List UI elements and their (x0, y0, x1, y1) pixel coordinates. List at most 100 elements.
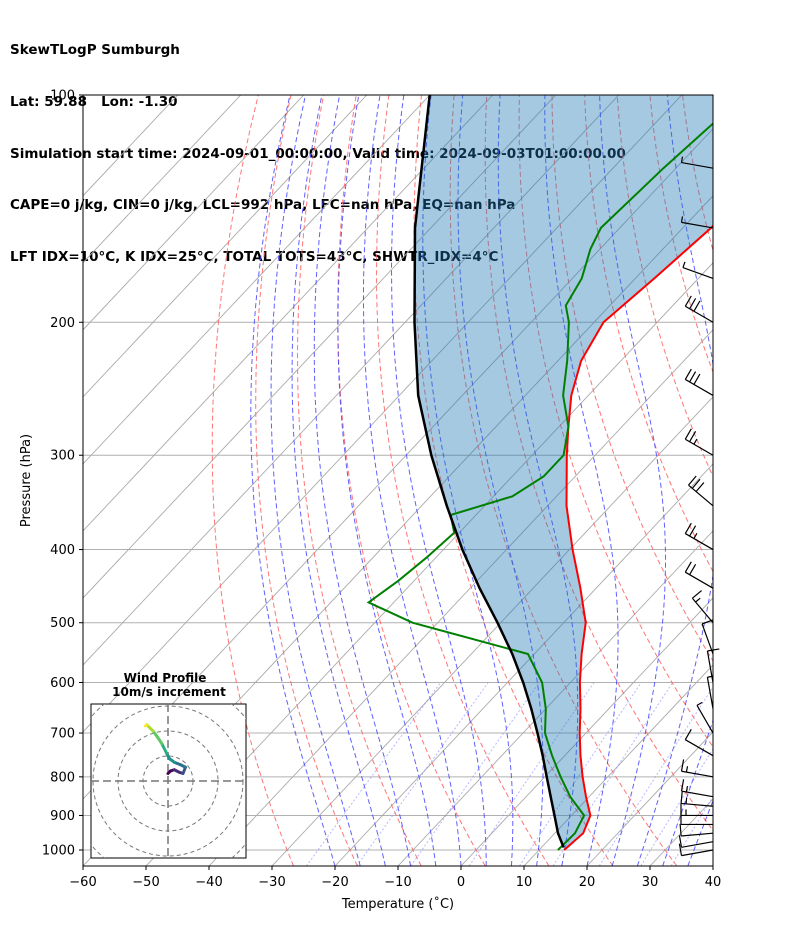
y-tick-label: 500 (50, 616, 75, 631)
x-tick-label: 30 (642, 875, 659, 890)
hodograph-subtitle: 10m/s increment (112, 685, 226, 699)
wind-barb (680, 779, 714, 798)
isotherm-line (83, 95, 242, 264)
hodograph-title: Wind Profile (124, 671, 207, 685)
wind-barb (691, 590, 714, 624)
wind-barb-shaft (681, 841, 714, 848)
wind-barb-shaft (681, 221, 714, 229)
wind-barb-flag (684, 368, 692, 380)
hodograph-segment (160, 742, 169, 755)
hodograph-segment (144, 723, 149, 728)
isotherm-line (83, 95, 368, 398)
moist-adiabat (363, 95, 462, 866)
temperature-profile (563, 224, 713, 851)
moist-adiabat (636, 95, 713, 866)
chart-title-block: SkewTLogP Sumburgh Lat: 59.88 Lon: -1.30… (10, 8, 626, 283)
x-tick-label: 10 (516, 875, 533, 890)
wind-barb-flag (693, 300, 701, 312)
wind-barb-shaft (691, 597, 714, 624)
wind-barb (684, 428, 714, 456)
wind-barb (680, 156, 714, 169)
wind-barb (680, 216, 714, 229)
wind-barb-flag (684, 295, 692, 307)
x-tick-label: 0 (457, 875, 465, 890)
hodograph-segment (155, 734, 164, 745)
mixing-ratio-line (468, 682, 595, 866)
x-axis-label: Temperature (˚C) (341, 896, 454, 912)
wind-barb-shaft (681, 849, 714, 857)
wind-barb (684, 368, 714, 396)
moist-adiabat (687, 799, 713, 866)
wind-barb (680, 791, 714, 807)
dry-adiabat (715, 95, 794, 866)
dry-adiabat (780, 95, 794, 866)
wind-barb-half-flag (680, 156, 684, 163)
moist-adiabat (457, 95, 544, 866)
y-tick-label: 900 (50, 809, 75, 824)
dry-adiabat (682, 95, 713, 253)
wind-barb (678, 843, 714, 857)
wind-barb-flag (684, 728, 692, 740)
isotherm-line (83, 95, 431, 465)
wind-barb-shaft (706, 650, 714, 683)
wind-barb-half-flag (693, 533, 698, 539)
y-tick-label: 1000 (42, 844, 75, 859)
moist-adiabat (337, 95, 437, 866)
parcel-profile (413, 95, 565, 848)
wind-barb (682, 261, 714, 280)
dry-adiabat (649, 95, 713, 374)
mixing-ratio-line (640, 747, 713, 866)
dry-adiabat (413, 95, 614, 866)
wind-barb-flag (695, 482, 705, 493)
wind-barb-shaft (682, 267, 714, 280)
isotherm-line (397, 530, 713, 866)
dry-adiabat (748, 95, 794, 866)
wind-barb (678, 835, 714, 848)
moist-adiabat (270, 95, 361, 866)
wind-barb-half-flag (695, 597, 701, 603)
wind-barb-flag (689, 525, 697, 537)
wind-barb (688, 475, 714, 507)
wind-barb-half-flag (685, 786, 689, 793)
mixing-ratio-line (598, 686, 713, 866)
mixing-ratio-line (305, 682, 442, 866)
dry-adiabat (584, 95, 713, 573)
wind-barb-flag (678, 843, 683, 856)
wind-barb (696, 701, 714, 734)
mixing-ratio-line (410, 682, 540, 866)
isotherm-line (271, 396, 713, 866)
wind-barb (684, 295, 714, 323)
moist-adiabat (291, 95, 386, 866)
x-tick-label: 40 (705, 875, 722, 890)
x-tick-label: 20 (579, 875, 596, 890)
wind-barb-shaft (701, 623, 714, 655)
dry-adiabat (337, 95, 486, 866)
wind-barb (684, 522, 714, 551)
isotherm-line (83, 95, 683, 733)
wind-barb-flag (692, 590, 702, 599)
wind-barb (684, 728, 714, 757)
wind-barb-shaft (696, 705, 714, 734)
isotherm-line (83, 95, 305, 331)
y-tick-label: 800 (50, 770, 75, 785)
y-tick-label: 200 (50, 316, 75, 331)
isotherm-line (460, 597, 713, 866)
dry-adiabat (518, 95, 713, 748)
moist-adiabat (497, 95, 579, 866)
wind-barb-flag (680, 759, 685, 772)
dry-adiabat (449, 95, 678, 866)
dry-adiabat (211, 95, 294, 866)
dry-adiabat (484, 95, 713, 832)
x-tick-label: −50 (132, 875, 159, 890)
isotherm-line (83, 95, 494, 532)
wind-barb-half-flag (682, 261, 686, 268)
moist-adiabat (313, 95, 412, 866)
wind-barb-flag (684, 428, 692, 440)
y-tick-label: 400 (50, 543, 75, 558)
dry-adiabat (551, 95, 713, 662)
wind-barb (684, 561, 714, 589)
dry-adiabat (255, 95, 358, 866)
isotherm-line (208, 329, 713, 866)
wind-barb-flag (689, 563, 697, 575)
wind-barb-flag (679, 823, 682, 837)
